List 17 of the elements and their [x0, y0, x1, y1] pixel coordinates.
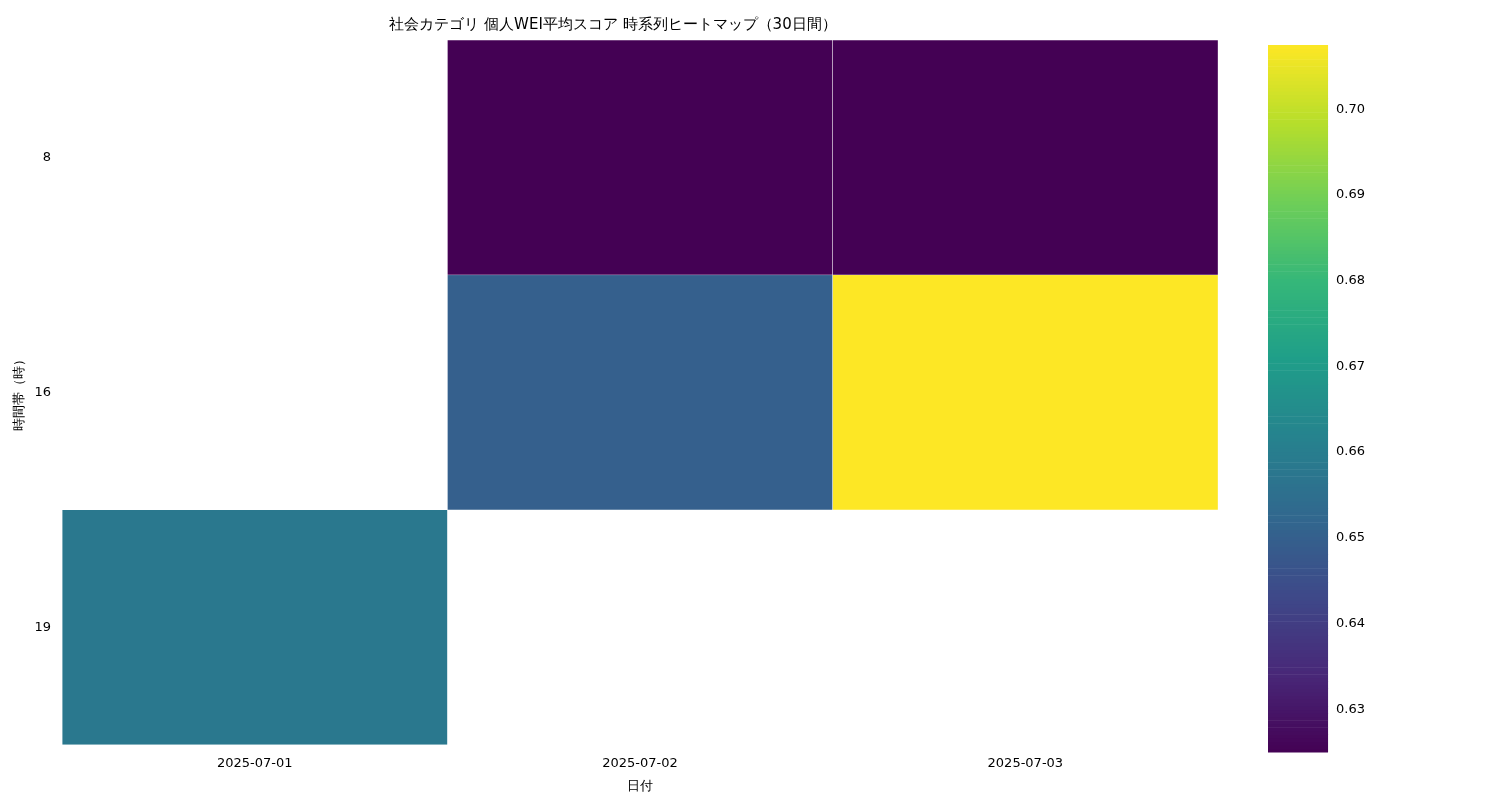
color-bar-label: 0.70 — [1336, 100, 1366, 116]
x-axis-title: 日付 — [627, 777, 654, 793]
color-bar-label: 0.65 — [1336, 529, 1366, 545]
y-tick-label: 19 — [34, 618, 52, 634]
chart-title: 社会カテゴリ 個人WEI平均スコア 時系列ヒートマップ（30日間） — [389, 14, 837, 33]
y-tick-label: 16 — [34, 383, 52, 399]
x-tick-label: 2025-07-03 — [987, 754, 1064, 770]
x-tick-label: 2025-07-02 — [602, 754, 678, 770]
color-bar-label: 0.68 — [1336, 272, 1366, 288]
color-bar-label: 0.67 — [1336, 357, 1366, 373]
y-axis-title: 時間帯（時） — [11, 353, 27, 432]
color-bar-label: 0.66 — [1336, 443, 1366, 459]
color-bar-label: 0.64 — [1336, 614, 1366, 630]
color-bar-label: 0.69 — [1336, 186, 1366, 202]
color-bar-label: 0.63 — [1336, 700, 1366, 716]
y-tick-label: 8 — [42, 148, 52, 164]
x-tick-label: 2025-07-01 — [217, 754, 293, 770]
